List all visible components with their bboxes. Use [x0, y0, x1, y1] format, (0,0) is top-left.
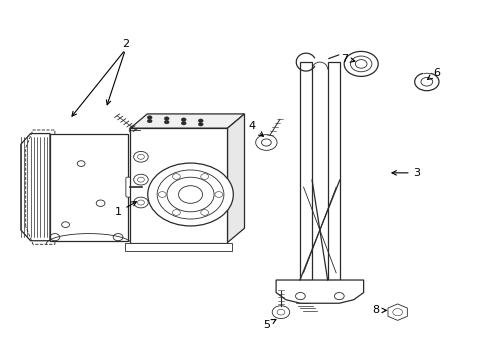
Text: 6: 6 [427, 68, 439, 80]
Circle shape [147, 119, 152, 123]
Circle shape [164, 117, 169, 120]
Circle shape [133, 174, 148, 185]
Text: 8: 8 [371, 305, 386, 315]
Polygon shape [387, 304, 407, 320]
Circle shape [201, 174, 208, 179]
Circle shape [198, 119, 203, 122]
Circle shape [164, 120, 169, 124]
Polygon shape [21, 134, 50, 241]
Circle shape [214, 192, 222, 197]
Circle shape [181, 121, 186, 125]
Text: 1: 1 [114, 202, 136, 217]
Circle shape [255, 135, 277, 150]
FancyBboxPatch shape [125, 177, 146, 197]
Circle shape [201, 210, 208, 215]
Circle shape [129, 125, 142, 135]
Bar [125, 243, 232, 251]
Circle shape [133, 152, 148, 162]
Polygon shape [227, 114, 244, 243]
Circle shape [172, 210, 180, 215]
Circle shape [414, 73, 438, 91]
Circle shape [172, 174, 180, 179]
Bar [299, 62, 311, 280]
Circle shape [344, 51, 377, 76]
Circle shape [181, 118, 186, 121]
Text: 2: 2 [122, 39, 129, 49]
Text: 7: 7 [340, 54, 354, 64]
Circle shape [198, 122, 203, 126]
Circle shape [272, 306, 289, 319]
Polygon shape [50, 134, 127, 241]
Polygon shape [130, 114, 244, 128]
Bar [130, 128, 227, 243]
Circle shape [133, 197, 148, 208]
Text: 4: 4 [248, 121, 263, 136]
Circle shape [147, 163, 233, 226]
Text: 3: 3 [391, 168, 420, 178]
Bar [327, 62, 339, 280]
Circle shape [158, 192, 166, 197]
Polygon shape [276, 280, 363, 303]
Circle shape [147, 116, 152, 119]
Text: 5: 5 [263, 319, 275, 330]
